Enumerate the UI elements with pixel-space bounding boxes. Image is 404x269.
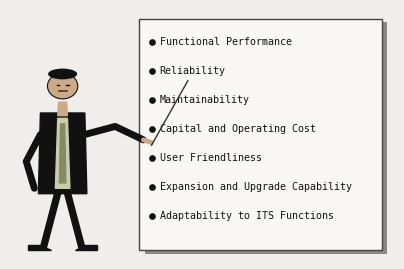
Polygon shape	[38, 113, 87, 194]
Text: Functional Performance: Functional Performance	[160, 37, 292, 47]
Text: Expansion and Upgrade Capability: Expansion and Upgrade Capability	[160, 182, 351, 192]
Text: Adaptability to ITS Functions: Adaptability to ITS Functions	[160, 211, 334, 221]
Polygon shape	[65, 194, 85, 247]
Text: User Friendliness: User Friendliness	[160, 153, 261, 163]
Polygon shape	[75, 245, 97, 250]
Polygon shape	[55, 118, 70, 188]
FancyBboxPatch shape	[139, 19, 382, 250]
Ellipse shape	[48, 69, 77, 79]
Text: Reliability: Reliability	[160, 66, 225, 76]
Polygon shape	[40, 194, 61, 247]
FancyBboxPatch shape	[145, 22, 387, 254]
Text: Capital and Operating Cost: Capital and Operating Cost	[160, 124, 316, 134]
Text: Maintainability: Maintainability	[160, 95, 250, 105]
Polygon shape	[58, 102, 67, 116]
Ellipse shape	[48, 73, 78, 99]
Polygon shape	[28, 245, 50, 250]
Polygon shape	[59, 124, 66, 183]
